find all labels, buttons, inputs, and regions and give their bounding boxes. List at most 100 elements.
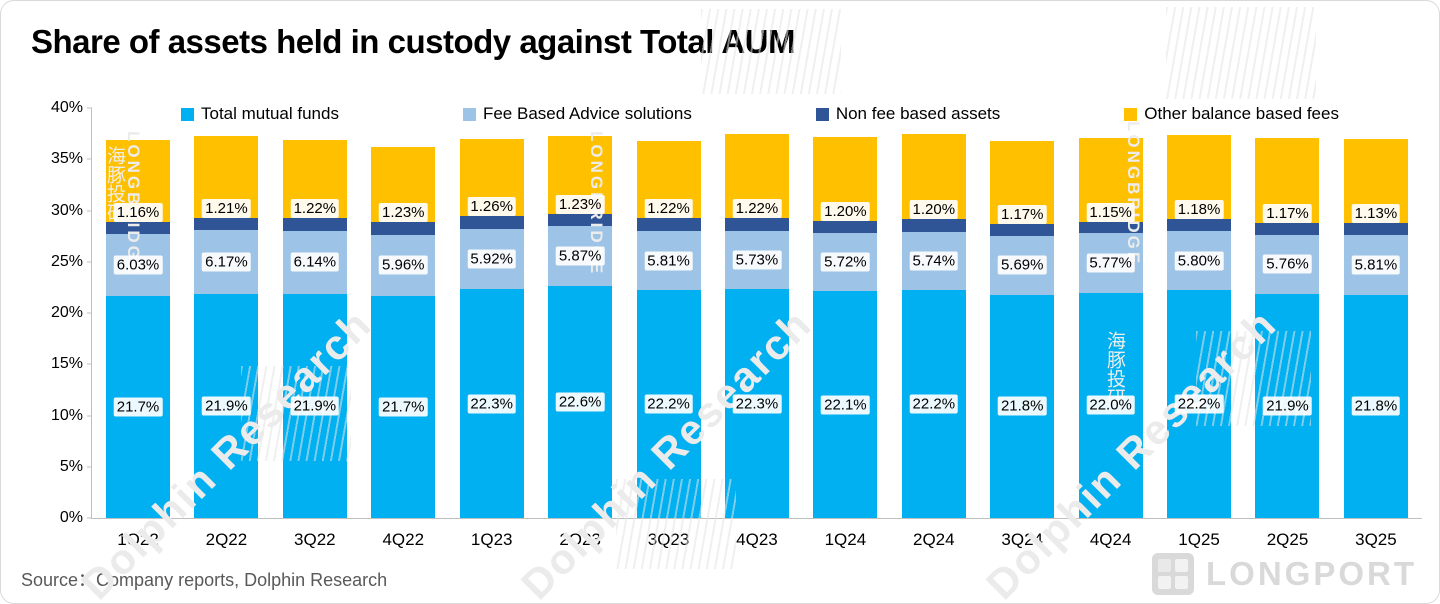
bar-segment: 22.3%: [459, 289, 524, 518]
bar-2q23: 1.23% 5.87% 22.6%: [548, 108, 613, 518]
bar-segment: 5.76%: [1255, 234, 1320, 294]
data-label: 5.96%: [378, 255, 428, 275]
bar-segment: 5.92%: [459, 228, 524, 290]
data-label: 21.7%: [113, 397, 163, 417]
bar-segment: 5.73%: [724, 230, 789, 290]
data-label: 1.13%: [1351, 204, 1401, 224]
bar-segment: 5.80%: [1167, 231, 1232, 291]
y-tick-mark: [87, 415, 92, 416]
bar-segment: 1.17%: [990, 205, 1055, 237]
data-label: 1.22%: [644, 199, 693, 219]
data-label: 1.21%: [202, 198, 251, 218]
y-tick-label: 5%: [59, 457, 83, 475]
legend-item: Other balance based fees: [1124, 104, 1339, 124]
bar-segment: 5.87%: [548, 226, 613, 287]
x-axis: 1Q22 2Q22 3Q22 4Q22 1Q23 2Q23 3Q23 4Q23 1Q24 2Q24…: [92, 530, 1422, 550]
x-tick-label: 4Q24: [1089, 530, 1132, 549]
legend-swatch: [1124, 107, 1138, 121]
bars-container: 1.16% 6.03% 21.7% 1.21% 6.17% 21.9% 1.22% 6.14%…: [92, 108, 1422, 518]
x-tick-label: 2Q23: [559, 530, 601, 549]
data-label: 5.76%: [1263, 254, 1312, 274]
bar-segment: 1.20%: [901, 200, 966, 232]
bar-segment: 22.6%: [548, 286, 613, 518]
bar-segment: 22.2%: [636, 290, 701, 518]
data-label: 6.17%: [202, 252, 251, 272]
chart-title: Share of assets held in custody against …: [31, 23, 796, 60]
bar-segment: 1.17%: [1255, 203, 1320, 235]
data-label: 5.81%: [644, 251, 693, 271]
x-tick-label: 2Q25: [1266, 530, 1309, 549]
bar-1q23: 1.26% 5.92% 22.3%: [459, 108, 524, 518]
data-label: 21.8%: [997, 396, 1047, 416]
bar-segment: 1.21%: [194, 198, 259, 231]
bar-1q24: 1.20% 5.72% 22.1%: [813, 108, 878, 518]
data-label: 1.16%: [113, 202, 163, 222]
legend-label: Non fee based assets: [835, 104, 1001, 123]
data-label: 5.73%: [732, 250, 782, 270]
data-label: 5.69%: [997, 255, 1047, 275]
legend-item: Fee Based Advice solutions: [462, 104, 692, 124]
chart-legend: Total mutual funds Fee Based Advice solut…: [181, 102, 1339, 126]
data-label: 21.9%: [202, 396, 251, 416]
bar-3q23: 1.22% 5.81% 22.2%: [636, 108, 701, 518]
x-tick-label: 4Q23: [736, 530, 778, 549]
data-label: 22.1%: [821, 395, 870, 415]
data-label: 22.6%: [555, 392, 605, 412]
legend-label: Other balance based fees: [1144, 104, 1339, 123]
plot-area: 1.16% 6.03% 21.7% 1.21% 6.17% 21.9% 1.22% 6.14%…: [51, 99, 1422, 549]
data-label: 1.17%: [1263, 203, 1312, 223]
bar-segment: 21.8%: [1343, 294, 1408, 518]
y-tick-mark: [87, 210, 92, 211]
data-label: 1.26%: [467, 196, 516, 216]
data-label: 5.80%: [1174, 251, 1224, 271]
bar-1q25: 1.18% 5.80% 22.2%: [1167, 108, 1232, 518]
bar-segment: 1.22%: [282, 199, 347, 231]
x-tick-label: 1Q25: [1178, 530, 1220, 549]
bar-segment: 21.8%: [990, 294, 1055, 518]
x-tick-label: 3Q24: [1001, 530, 1044, 549]
bar-segment: 5.72%: [813, 232, 878, 292]
data-label: 1.22%: [290, 199, 340, 219]
bar-segment: 21.9%: [282, 293, 347, 518]
data-label: 21.9%: [290, 396, 340, 416]
y-tick-label: 25%: [50, 252, 83, 270]
bar-2q25: 1.17% 5.76% 21.9%: [1255, 108, 1320, 518]
bar-segment: 1.15%: [1078, 202, 1143, 234]
legend-item: Non fee based assets: [815, 104, 1001, 124]
x-tick-label: 2Q22: [205, 530, 248, 549]
y-tick-mark: [87, 363, 92, 365]
data-label: 5.87%: [555, 246, 605, 266]
bar-segment: 1.23%: [548, 194, 613, 227]
y-tick-mark: [87, 107, 92, 109]
data-label: 22.3%: [467, 394, 516, 414]
data-label: 5.81%: [1351, 255, 1401, 275]
bar-segment: 22.0%: [1078, 292, 1143, 518]
data-label: 5.72%: [821, 252, 870, 272]
bar-1q22: 1.16% 6.03% 21.7%: [106, 108, 170, 518]
y-tick-label: 40%: [50, 99, 83, 116]
bar-segment: 5.74%: [901, 231, 966, 291]
longport-logo: LONGPORT: [1152, 553, 1417, 595]
bar-segment: 5.81%: [636, 230, 701, 291]
bar-segment: 21.9%: [1255, 293, 1320, 518]
bar-3q22: 1.22% 6.14% 21.9%: [282, 108, 347, 518]
data-label: 1.20%: [821, 201, 870, 221]
data-label: 5.77%: [1086, 253, 1135, 273]
y-tick-label: 10%: [50, 406, 83, 424]
longport-logo-text: LONGPORT: [1206, 555, 1417, 592]
data-label: 1.18%: [1174, 199, 1224, 219]
data-label: 1.23%: [555, 194, 605, 214]
bar-segment: 1.18%: [1167, 199, 1232, 232]
legend-item: Total mutual funds: [181, 104, 339, 124]
x-tick-label: 4Q22: [382, 530, 425, 549]
data-label: 21.7%: [378, 397, 428, 417]
y-tick-mark: [87, 261, 92, 263]
data-label: 22.2%: [1174, 394, 1224, 414]
data-label: 1.20%: [909, 200, 959, 220]
bar-segment: 5.96%: [371, 234, 436, 296]
bar-segment: 5.69%: [990, 236, 1055, 295]
bar-segment: 1.22%: [636, 199, 701, 231]
data-label: 5.92%: [467, 249, 516, 269]
data-label: 22.3%: [732, 394, 782, 414]
